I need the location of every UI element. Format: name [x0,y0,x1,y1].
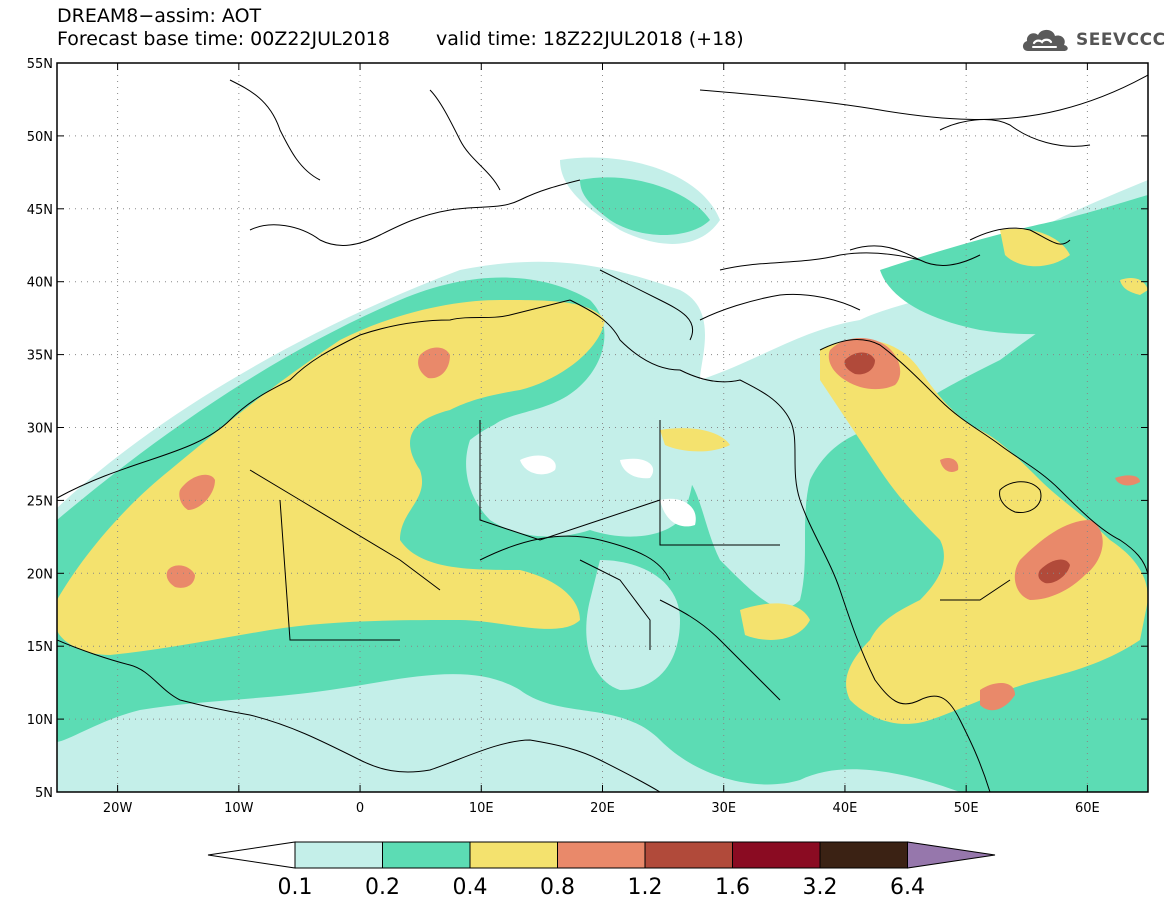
coastlines [57,74,1148,792]
longitude-label: 50E [954,801,979,816]
colorbar-label: 6.4 [890,875,925,900]
colorbar-box [819,841,908,869]
colorbar-box [557,841,646,869]
valid-time: valid time: 18Z22JUL2018 (+18) [435,28,744,50]
colorbar-label: 1.2 [628,875,663,900]
colorbar-label: 0.1 [278,875,313,900]
longitude-labels: 20W 10W 0 10E 20E 30E 40E 50E 60E [103,801,1100,816]
longitude-label: 10E [469,801,494,816]
colorbar-label: 0.8 [540,875,575,900]
latitude-label: 15N [27,640,53,655]
colorbar-box [469,841,558,869]
colorbar-box [644,841,733,869]
colorbar-label: 1.6 [715,875,750,900]
colorbar-label: 0.2 [365,875,400,900]
latitude-label: 50N [27,130,53,145]
logo-text: SEEVCCC [1076,30,1165,50]
latitude-label: 55N [27,57,53,72]
longitude-label: 20E [590,801,615,816]
map-title: DREAM8−assim: AOT [57,5,262,27]
longitude-label: 40E [833,801,858,816]
longitude-label: 0 [356,801,364,816]
colorbar-box [294,841,383,869]
colorbar-box [382,841,471,869]
longitude-label: 30E [711,801,736,816]
latitude-label: 20N [27,567,53,582]
axis-ticks [57,62,1148,793]
forecast-base-time: Forecast base time: 00Z22JUL2018 [57,28,390,50]
latitude-label: 30N [27,422,53,437]
aot-band-0.1-inner [466,406,694,690]
latitude-label: 5N [35,786,53,801]
latitude-label: 25N [27,494,53,509]
latitude-label: 45N [27,203,53,218]
colorbar-box [732,841,821,869]
colorbar-min-arrow [207,841,296,869]
colorbar-boxes [207,841,996,869]
aot-band-1.2 [844,352,1070,584]
colorbar-label: 0.4 [453,875,488,900]
latitude-labels: 5N 10N 15N 20N 25N 30N 35N 40N 45N 50N 55N [27,57,53,801]
aot-field [57,63,1148,792]
longitude-label: 10W [224,801,254,816]
time-info: Forecast base time: 00Z22JUL2018 valid ti… [57,30,744,49]
longitude-label: 60E [1075,801,1100,816]
colorbar-label: 3.2 [803,875,838,900]
aot-band-0.4 [57,228,1148,724]
seevccc-logo: SEEVCCC [1020,25,1165,55]
aot-band-low [520,455,696,527]
colorbar-max-arrow [907,841,996,869]
colorbar-labels: 0.1 0.2 0.4 0.8 1.2 1.6 3.2 6.4 [278,875,926,900]
longitude-label: 20W [103,801,133,816]
latitude-label: 10N [27,713,53,728]
cloud-icon [1022,29,1068,51]
latitude-label: 35N [27,349,53,364]
latitude-label: 40N [27,276,53,291]
